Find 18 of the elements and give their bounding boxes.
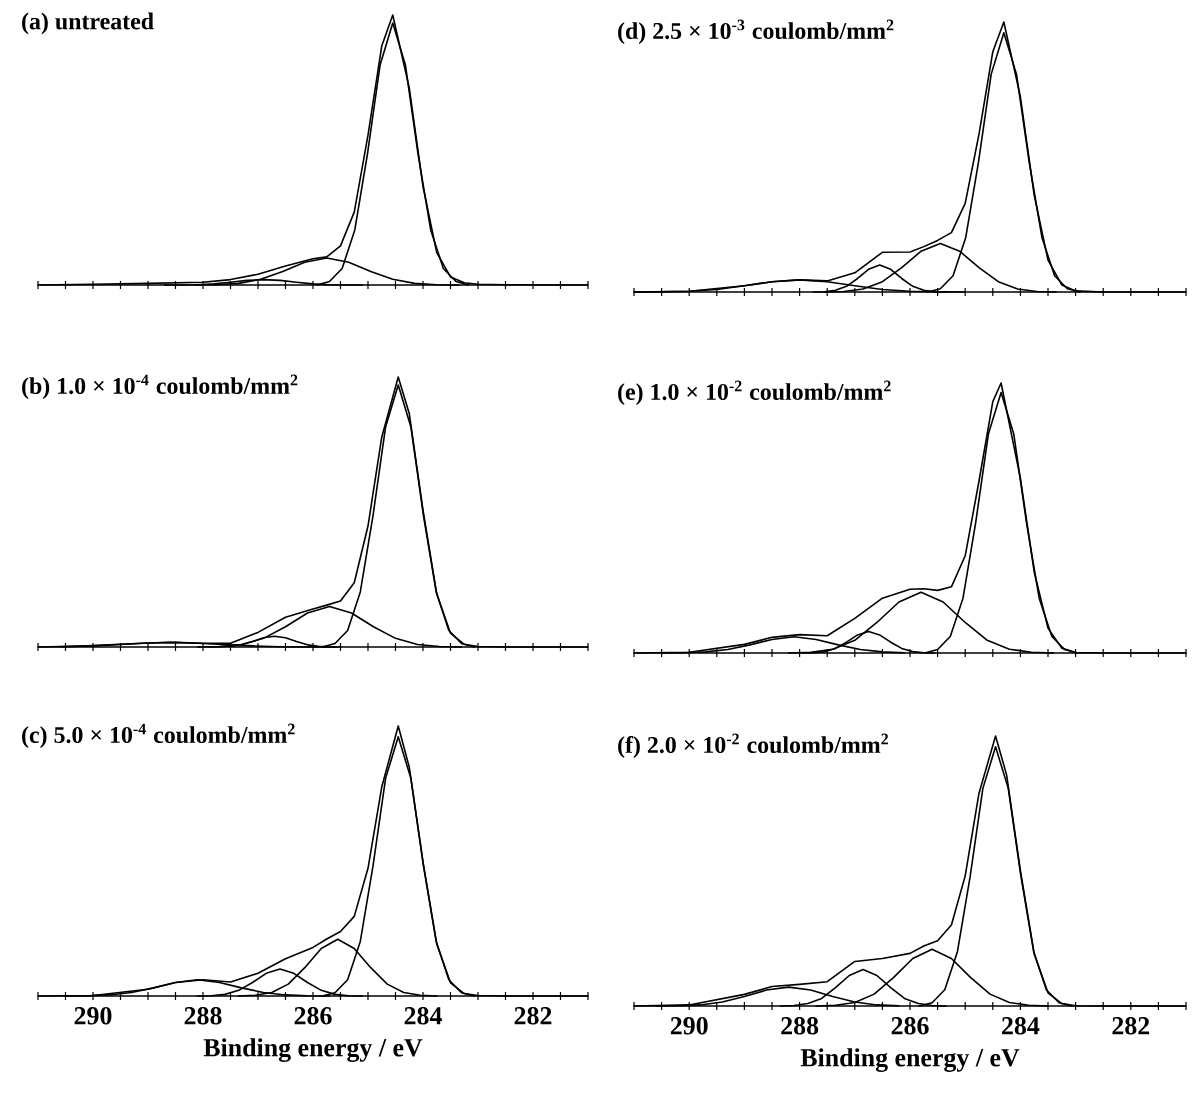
x-tick-label: 288	[184, 1007, 222, 1025]
x-tick-label: 286	[294, 1007, 332, 1025]
x-tick-label: 290	[74, 1007, 112, 1025]
x-axis-title: Binding energy / eV	[800, 1048, 1020, 1072]
chart-title: (b) 1.0 × 10$^{-4}$ coulomb/mm$^{2}$	[22, 374, 298, 399]
x-tick-label: 282	[1112, 1017, 1150, 1035]
x-tick-label: 282	[514, 1007, 552, 1025]
chart-title: (a) untreated	[22, 12, 154, 35]
x-axis-title: Binding energy / eV	[203, 1038, 423, 1062]
chart-title: (c) 5.0 × 10$^{-4}$ coulomb/mm$^{2}$	[22, 723, 295, 748]
x-tick-label: 284	[404, 1007, 442, 1025]
chart-title: (d) 2.5 × 10$^{-3}$ coulomb/mm$^{2}$	[618, 19, 894, 44]
x-tick-label: 290	[670, 1017, 708, 1035]
x-tick-label: 286	[891, 1017, 929, 1035]
chart-title: (f) 2.0 × 10$^{-2}$ coulomb/mm$^{2}$	[618, 733, 888, 758]
chart-title: (e) 1.0 × 10$^{-2}$ coulomb/mm$^{2}$	[618, 380, 891, 405]
x-tick-label: 288	[781, 1017, 819, 1035]
x-tick-label: 284	[1002, 1017, 1040, 1035]
